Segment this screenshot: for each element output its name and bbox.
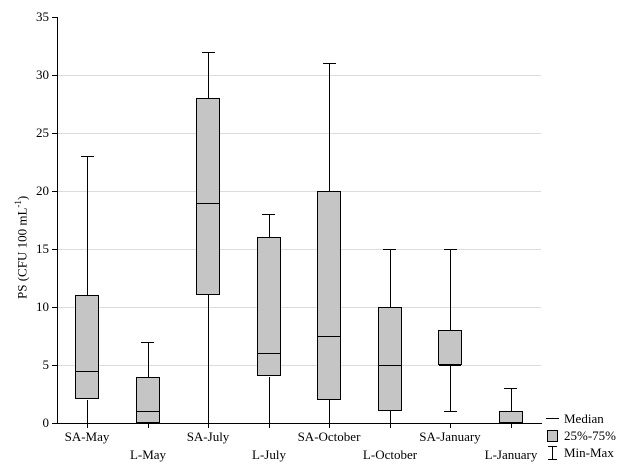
- y-tick-15: [52, 249, 57, 250]
- legend-label-iqr: 25%-75%: [564, 427, 616, 443]
- y-tick-label-30: 30: [36, 67, 49, 82]
- gridline-20: [58, 191, 541, 192]
- box-iqr-l-may: [136, 377, 160, 423]
- legend-item-median: Median: [545, 410, 616, 427]
- x-category-label-l-may: L-May: [129, 447, 167, 462]
- legend: Median 25%-75% Min-Max: [545, 410, 616, 461]
- cap-max-sa-july: [202, 52, 215, 53]
- gridline-10: [58, 307, 541, 308]
- x-category-label-l-october: L-October: [362, 447, 418, 462]
- cap-max-sa-october: [323, 63, 336, 64]
- x-category-label-l-january: L-January: [484, 447, 538, 462]
- y-tick-label-25: 25: [36, 125, 49, 140]
- cap-max-l-january: [504, 388, 517, 389]
- y-tick-5: [52, 365, 57, 366]
- legend-label-minmax: Min-Max: [564, 444, 614, 460]
- whisker-upper-sa-october: [329, 63, 330, 191]
- x-tick-l-october: [390, 424, 391, 428]
- y-tick-25: [52, 133, 57, 134]
- median-line-sa-january: [439, 365, 461, 366]
- y-tick-0: [52, 423, 57, 424]
- y-axis-line: [57, 17, 58, 424]
- median-line-l-july: [258, 353, 280, 354]
- median-line-sa-may: [76, 371, 98, 372]
- cap-max-sa-may: [81, 156, 94, 157]
- x-category-label-l-july: L-July: [252, 447, 286, 462]
- y-tick-35: [52, 17, 57, 18]
- y-tick-20: [52, 191, 57, 192]
- median-line-icon: [545, 418, 560, 419]
- box-iqr-sa-october: [317, 191, 341, 400]
- y-axis-title-superscript: -1: [13, 200, 23, 208]
- minmax-bar-icon: [545, 445, 560, 460]
- median-line-l-january: [500, 423, 522, 424]
- gridline-15: [58, 249, 541, 250]
- y-tick-10: [52, 307, 57, 308]
- y-tick-label-10: 10: [36, 299, 49, 314]
- whisker-lower-sa-january: [450, 365, 451, 411]
- whisker-lower-l-october: [390, 411, 391, 423]
- whisker-upper-sa-may: [87, 156, 88, 295]
- y-tick-label-5: 5: [42, 357, 50, 372]
- legend-item-iqr: 25%-75%: [545, 427, 616, 444]
- whisker-upper-sa-july: [208, 52, 209, 98]
- gridline-30: [58, 75, 541, 76]
- whisker-lower-sa-october: [329, 400, 330, 423]
- legend-label-median: Median: [564, 410, 604, 426]
- x-category-label-sa-may: SA-May: [64, 429, 110, 444]
- whisker-upper-l-may: [148, 342, 149, 377]
- whisker-upper-sa-january: [450, 249, 451, 330]
- y-tick-label-20: 20: [36, 183, 49, 198]
- cap-min-sa-january: [444, 411, 457, 412]
- y-tick-label-15: 15: [36, 241, 49, 256]
- box-iqr-sa-january: [438, 330, 462, 365]
- cap-max-l-october: [383, 249, 396, 250]
- median-line-l-may: [137, 411, 159, 412]
- x-category-label-sa-october: SA-October: [297, 429, 361, 444]
- y-tick-label-35: 35: [36, 9, 49, 24]
- cap-max-sa-january: [444, 249, 457, 250]
- whisker-lower-sa-may: [87, 400, 88, 423]
- whisker-lower-l-july: [269, 377, 270, 423]
- box-iqr-sa-july: [196, 98, 220, 295]
- whisker-upper-l-january: [511, 388, 512, 411]
- median-line-sa-october: [318, 336, 340, 337]
- x-tick-sa-may: [87, 424, 88, 428]
- y-tick-label-0: 0: [42, 415, 50, 430]
- x-tick-l-january: [511, 424, 512, 428]
- x-tick-sa-october: [329, 424, 330, 428]
- x-tick-sa-july: [208, 424, 209, 428]
- median-line-sa-july: [197, 203, 219, 204]
- box-iqr-sa-may: [75, 295, 99, 399]
- x-tick-l-may: [148, 424, 149, 428]
- x-category-label-sa-july: SA-July: [186, 429, 230, 444]
- whisker-upper-l-july: [269, 214, 270, 237]
- whisker-upper-l-october: [390, 249, 391, 307]
- whisker-lower-sa-july: [208, 295, 209, 423]
- box-iqr-l-july: [257, 237, 281, 376]
- legend-item-minmax: Min-Max: [545, 444, 616, 461]
- gridline-5: [58, 365, 541, 366]
- cap-max-l-may: [141, 342, 154, 343]
- x-axis-line: [57, 423, 542, 424]
- iqr-box-icon: [545, 429, 560, 442]
- y-tick-30: [52, 75, 57, 76]
- gridline-25: [58, 133, 541, 134]
- x-category-label-sa-january: SA-January: [419, 429, 481, 444]
- box-iqr-l-january: [499, 411, 523, 423]
- box-iqr-l-october: [378, 307, 402, 411]
- cap-max-l-july: [262, 214, 275, 215]
- median-line-l-october: [379, 365, 401, 366]
- x-tick-l-july: [269, 424, 270, 428]
- x-tick-sa-january: [450, 424, 451, 428]
